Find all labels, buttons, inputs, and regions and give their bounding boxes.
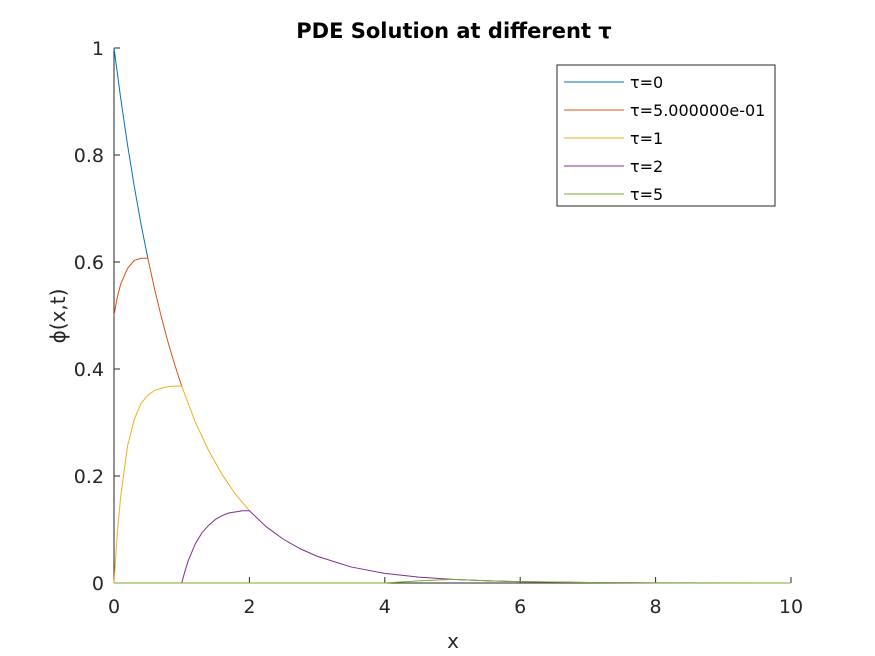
- x-tick-label: 4: [379, 596, 391, 618]
- y-tick-label: 0: [92, 573, 104, 595]
- legend: τ=0 τ=5.000000e-01 τ=1 τ=2 τ=5: [556, 64, 776, 207]
- x-tick-label: 2: [243, 596, 255, 618]
- y-tick-label: 1: [92, 38, 104, 60]
- legend-label: τ=5.000000e-01: [630, 101, 765, 120]
- series-line-0: [113, 47, 149, 259]
- legend-label: τ=1: [630, 129, 663, 148]
- legend-items: τ=0 τ=5.000000e-01 τ=1 τ=2 τ=5: [564, 73, 765, 204]
- x-tick-label: 10: [779, 596, 803, 618]
- x-tick-label: 8: [650, 596, 662, 618]
- series-line-3: [114, 510, 792, 584]
- y-tick-label: 0.6: [74, 252, 104, 274]
- series-line-2: [113, 385, 250, 584]
- series-line-1: [113, 257, 183, 387]
- x-axis-label: x: [447, 629, 459, 653]
- plot-area: 0 2 4 6 8 10 0 0.2 0.4 0.6 0.8 1: [74, 38, 803, 618]
- y-tick-label: 0.4: [74, 359, 104, 381]
- axis-ticks: 0 2 4 6 8 10 0 0.2 0.4 0.6 0.8 1: [74, 38, 803, 618]
- x-tick-label: 6: [514, 596, 526, 618]
- y-tick-label: 0.8: [74, 145, 104, 167]
- y-tick-label: 0.2: [74, 466, 104, 488]
- series-line-4: [114, 578, 792, 584]
- chart-title: PDE Solution at different τ: [296, 19, 611, 43]
- legend-label: τ=0: [630, 73, 663, 92]
- series-layer: [113, 47, 792, 584]
- y-axis-label: ϕ(x,t): [46, 289, 70, 344]
- legend-label: τ=2: [630, 157, 663, 176]
- legend-label: τ=5: [630, 185, 663, 204]
- legend-box: [556, 64, 776, 207]
- x-tick-label: 0: [108, 596, 120, 618]
